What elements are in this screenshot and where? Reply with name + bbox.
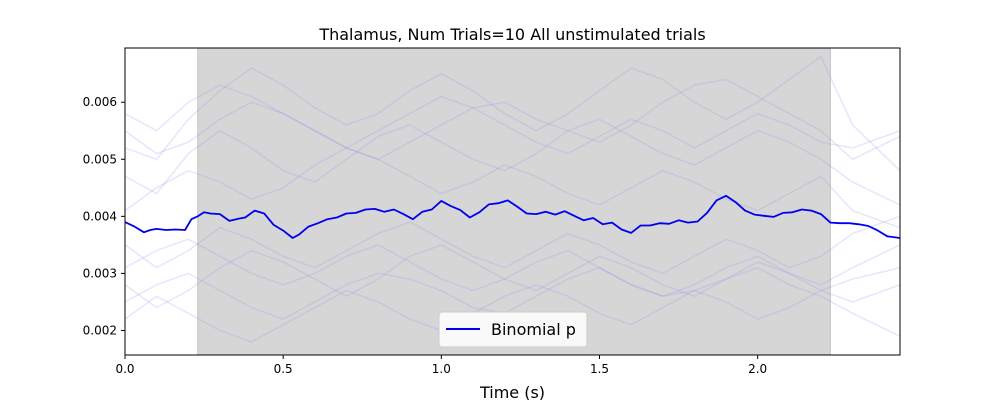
series-line-binomial-p [124, 194, 901, 239]
trial-trace-4 [124, 238, 901, 297]
shaded-region [197, 47, 831, 356]
trial-trace-3 [124, 118, 901, 206]
y-tick-label: 0.005 [83, 152, 117, 166]
x-tick-label: 1.0 [432, 362, 451, 376]
x-tick-label: 2.0 [748, 362, 767, 376]
x-tick-label: 1.5 [590, 362, 609, 376]
x-tick-label: 0.0 [115, 362, 134, 376]
background-trials [124, 55, 901, 343]
trial-trace-10 [124, 244, 901, 309]
trial-trace-8 [124, 215, 901, 275]
series-group [124, 194, 901, 239]
x-axis-label: Time (s) [479, 383, 545, 400]
legend: Binomial p [438, 311, 588, 348]
y-tick-label: 0.002 [83, 323, 117, 337]
y-tick-label: 0.006 [83, 95, 117, 109]
x-axis-ticks: 0.0 0.5 1.0 1.5 2.0 [115, 355, 767, 376]
trial-trace-9 [124, 95, 901, 155]
chart-title: Thalamus, Num Trials=10 All unstimulated… [318, 25, 705, 44]
axes-frame [124, 47, 901, 356]
legend-label: Binomial p [491, 320, 576, 339]
x-tick-label: 0.5 [274, 362, 293, 376]
y-tick-label: 0.004 [83, 209, 117, 223]
trial-trace-6 [124, 266, 901, 343]
legend-box [438, 311, 588, 348]
y-axis-ticks: 0.002 0.003 0.004 0.005 0.006 [83, 95, 125, 337]
trial-trace-1 [124, 78, 901, 161]
trial-trace-7 [124, 147, 901, 229]
y-tick-label: 0.003 [83, 266, 117, 280]
trial-trace-5 [124, 55, 901, 172]
